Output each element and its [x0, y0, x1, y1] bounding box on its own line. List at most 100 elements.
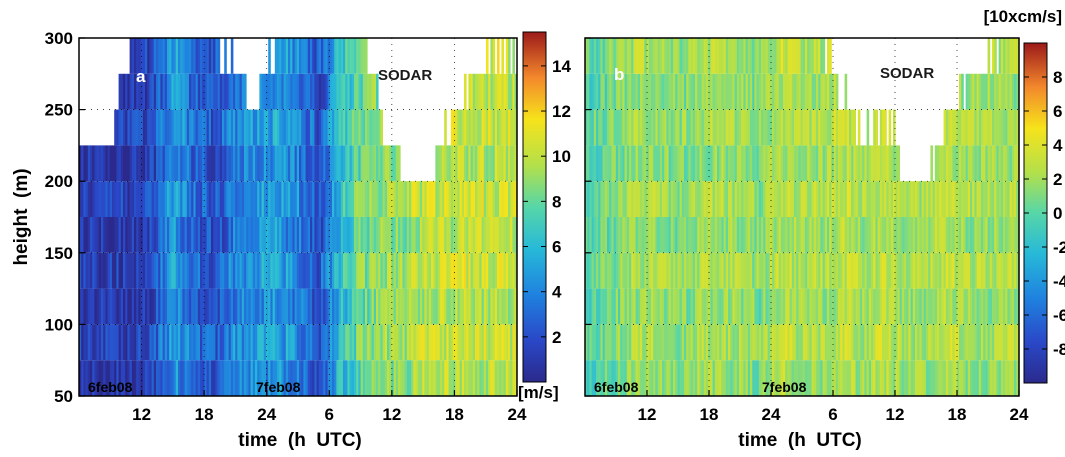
heat-cell	[180, 252, 183, 289]
heat-cell	[954, 109, 958, 146]
heat-cell	[585, 217, 588, 253]
heat-cell	[230, 252, 234, 289]
heat-cell	[338, 73, 342, 110]
heat-cell	[776, 145, 779, 182]
heat-cell	[1000, 109, 1004, 146]
heat-cell	[1007, 181, 1010, 217]
heat-cell	[811, 252, 815, 289]
heat-cell	[648, 252, 652, 289]
heat-cell	[710, 360, 713, 396]
heat-cell	[917, 324, 920, 361]
heat-cell	[301, 145, 304, 182]
heat-cell	[783, 324, 786, 361]
heat-cell	[279, 181, 282, 217]
heat-cell	[655, 109, 658, 146]
heat-cell	[312, 217, 315, 253]
heat-cell	[620, 324, 623, 361]
heat-cell	[316, 38, 320, 74]
heat-cell	[937, 360, 940, 396]
heat-cell	[761, 217, 764, 253]
heat-cell	[301, 288, 304, 325]
heat-cell	[457, 288, 460, 325]
heat-cell	[127, 145, 130, 182]
heat-cell	[895, 324, 898, 361]
heat-cell	[197, 252, 201, 289]
heat-cell	[156, 73, 159, 110]
heat-cell	[739, 38, 742, 74]
heat-cell	[697, 145, 700, 182]
heat-cell	[675, 73, 678, 110]
heat-cell	[189, 73, 192, 110]
heat-cell	[679, 324, 683, 361]
heat-cell	[233, 217, 236, 253]
heat-cell	[147, 181, 150, 217]
heat-cell	[464, 217, 467, 253]
heat-cell	[398, 324, 401, 361]
heat-cell	[1014, 288, 1017, 325]
heat-cell	[510, 145, 513, 182]
heat-cell	[175, 288, 179, 325]
heat-cell	[657, 360, 661, 396]
heat-cell	[778, 38, 782, 74]
heat-cell	[204, 360, 207, 396]
heat-cell	[809, 38, 812, 74]
heat-cell	[690, 145, 694, 182]
heat-cell	[244, 324, 247, 361]
heat-cell	[587, 38, 590, 74]
heat-cell	[501, 252, 504, 289]
heat-cell	[142, 73, 146, 110]
heat-cell	[384, 181, 388, 217]
heat-cell	[255, 252, 258, 289]
heat-cell	[457, 109, 460, 146]
heat-cell	[1000, 252, 1004, 289]
heat-cell	[959, 109, 962, 146]
heat-cell	[800, 252, 804, 289]
heat-cell	[677, 181, 680, 217]
heat-cell	[400, 252, 403, 289]
heat-cell	[444, 288, 447, 325]
heat-cell	[347, 181, 350, 217]
heat-cell	[604, 217, 608, 253]
heat-cell	[272, 145, 276, 182]
heat-cell	[259, 360, 262, 396]
heat-cell	[992, 324, 995, 361]
heat-cell	[853, 181, 856, 217]
heat-cell	[846, 145, 850, 182]
heat-cell	[699, 145, 702, 182]
heat-cell	[193, 217, 196, 253]
heat-cell	[499, 360, 502, 396]
heat-cell	[389, 324, 392, 361]
heat-cell	[417, 217, 421, 253]
heat-cell	[598, 145, 601, 182]
heat-cell	[721, 73, 724, 110]
heat-cell	[147, 324, 150, 361]
heat-cell	[453, 181, 456, 217]
heat-cell	[448, 360, 452, 396]
heat-cell	[360, 217, 364, 253]
heat-cell	[505, 288, 509, 325]
heat-cell	[329, 288, 333, 325]
heat-cell	[745, 145, 749, 182]
heat-cell	[948, 109, 951, 146]
heat-cell	[255, 217, 258, 253]
heat-cell	[844, 109, 848, 146]
heat-cell	[611, 145, 614, 182]
heat-cell	[838, 217, 841, 253]
heat-cell	[965, 145, 969, 182]
heat-cell	[459, 360, 463, 396]
heat-cell	[180, 73, 183, 110]
heat-cell	[343, 217, 346, 253]
heat-cell	[395, 360, 399, 396]
heat-cell	[204, 73, 207, 110]
heat-cell	[391, 360, 394, 396]
heat-cell	[409, 288, 412, 325]
heat-cell	[963, 324, 966, 361]
heat-cell	[182, 73, 185, 110]
heat-cell	[140, 109, 144, 146]
heat-cell	[593, 38, 597, 74]
heat-cell	[631, 109, 634, 146]
heat-cell	[490, 181, 493, 217]
heat-cell	[886, 217, 889, 253]
heat-cell	[294, 217, 298, 253]
heat-cell	[864, 145, 867, 182]
